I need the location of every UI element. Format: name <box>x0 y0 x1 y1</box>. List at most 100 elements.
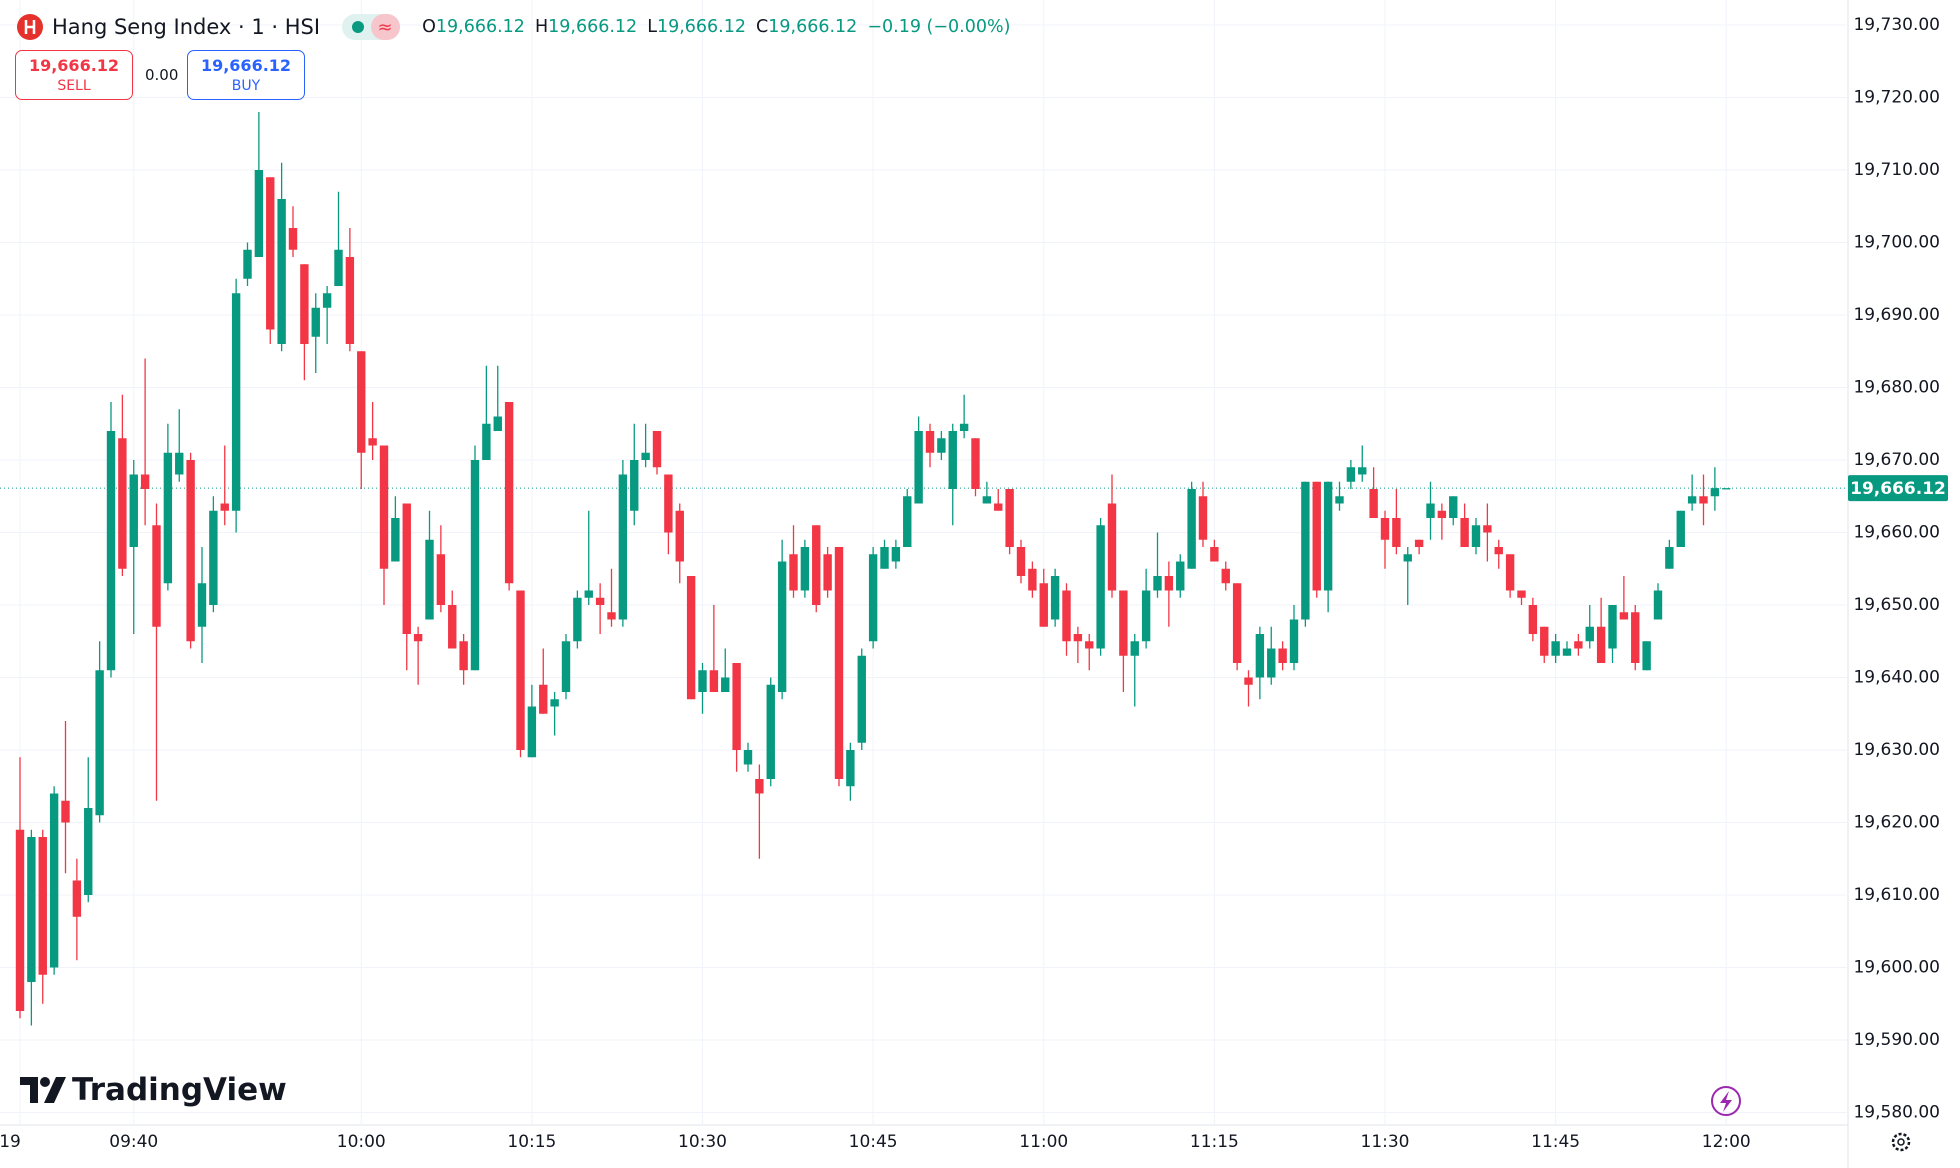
svg-text:≈: ≈ <box>378 17 393 38</box>
candle-body <box>1483 525 1492 533</box>
candle-body <box>1528 605 1538 634</box>
header: Hang Seng Index · 1 · HSI ≈ O 19,666.12 H 1… <box>16 12 1010 42</box>
candle-body <box>1358 467 1367 475</box>
candle-body <box>175 452 184 475</box>
candle-body <box>1676 510 1685 547</box>
y-tick-label: 19,630.00 <box>1853 740 1940 760</box>
candle-body <box>95 670 104 816</box>
y-tick-label: 19,590.00 <box>1853 1030 1940 1050</box>
candle-body <box>834 547 844 779</box>
candle-body <box>1153 576 1162 591</box>
status-pill[interactable]: ≈ <box>342 14 401 40</box>
candle-body <box>630 460 639 511</box>
x-tick-label: 10:30 <box>678 1132 727 1152</box>
candle-body <box>38 837 47 975</box>
ohlc-key: L <box>647 17 657 37</box>
symbol-icon <box>17 14 43 40</box>
candle-body <box>425 539 434 620</box>
last-price-box <box>1848 475 1948 502</box>
x-tick-label: 19 <box>0 1132 21 1152</box>
ohlc-key: C <box>756 17 769 37</box>
candle-body <box>1164 576 1174 591</box>
candle-body <box>584 590 593 598</box>
candle-body <box>789 554 798 591</box>
candle-body <box>595 597 605 605</box>
candle-body <box>72 880 82 917</box>
ohlc-value: 19,666.12 <box>768 17 858 37</box>
candle-body <box>231 293 241 511</box>
candle-body <box>1653 590 1663 620</box>
candle-body <box>732 663 741 750</box>
candle-body <box>140 474 150 489</box>
candle-body <box>1107 503 1117 591</box>
sell-price: 19,666.12 <box>28 56 120 75</box>
candle-body <box>1346 467 1356 482</box>
candle-body <box>1005 489 1014 547</box>
ohlc-key: O <box>422 17 436 37</box>
candle-body <box>777 561 787 692</box>
candle-body <box>812 525 821 605</box>
x-tick-label: 09:40 <box>109 1132 158 1152</box>
last-price-label: 19,666.12 <box>1850 479 1946 499</box>
ohlc-value: 19,666.12 <box>656 17 747 37</box>
candle-body <box>1130 641 1139 656</box>
replay-icon <box>1711 1086 1741 1116</box>
candle-body <box>846 750 855 787</box>
y-tick-label: 19,660.00 <box>1853 523 1940 543</box>
candle-body <box>334 249 343 286</box>
buy-label: BUY <box>231 78 261 94</box>
y-tick-label: 19,700.00 <box>1853 233 1940 253</box>
logo-text: TradingView <box>72 1072 287 1108</box>
candle-body <box>266 177 275 330</box>
buy-button[interactable]: 19,666.12 BUY <box>187 50 305 100</box>
candle-body <box>1267 648 1276 678</box>
candle-body <box>823 554 832 591</box>
candle-body <box>49 793 59 968</box>
candle-body <box>766 684 775 779</box>
x-tick-label: 10:15 <box>507 1132 556 1152</box>
candle-body <box>1596 626 1606 663</box>
candle-body <box>482 423 491 460</box>
spread: 0.00 <box>145 66 179 84</box>
candle-body <box>209 510 218 605</box>
candle-body <box>914 431 923 504</box>
candle-body <box>163 452 173 584</box>
x-tick-label: 12:00 <box>1702 1132 1751 1152</box>
candle-body <box>1540 626 1549 656</box>
logo[interactable]: TradingView <box>20 1072 287 1108</box>
candle-body <box>1085 641 1094 649</box>
candle-body <box>1699 496 1708 504</box>
candle-body <box>1608 605 1617 649</box>
candle-body <box>527 706 537 758</box>
x-tick-label: 11:00 <box>1019 1132 1068 1152</box>
y-tick-label: 19,620.00 <box>1853 813 1940 833</box>
candle-body <box>1631 612 1640 663</box>
candle-body <box>1119 590 1128 656</box>
settings-icon <box>1891 1132 1911 1152</box>
candle-body <box>322 293 332 308</box>
candle-body <box>288 228 298 250</box>
candle-body <box>618 474 628 620</box>
candle-body <box>675 510 684 562</box>
y-tick-label: 19,720.00 <box>1853 88 1940 108</box>
candle-body <box>413 634 423 642</box>
candle-body <box>1232 583 1242 663</box>
y-tick-label: 19,580.00 <box>1853 1103 1940 1123</box>
candle-body <box>1096 525 1105 649</box>
candle-body <box>118 438 127 569</box>
candle-body <box>1392 518 1401 547</box>
ohlc-key: H <box>534 17 549 37</box>
candle-body <box>641 452 650 460</box>
y-tick-label: 19,690.00 <box>1853 305 1940 325</box>
candle-body <box>1585 626 1594 642</box>
sell-button[interactable]: 19,666.12 SELL <box>15 50 133 100</box>
candle-body <box>903 496 912 547</box>
candle-body <box>368 438 377 446</box>
candle-body <box>1187 489 1196 569</box>
candle-body <box>504 402 514 584</box>
candle-body <box>1471 525 1481 547</box>
symbol-title[interactable]: Hang Seng Index · 1 · HSI <box>52 15 321 39</box>
candle-body <box>61 800 70 823</box>
candle-body <box>1574 641 1583 649</box>
y-tick-label: 19,600.00 <box>1853 958 1940 978</box>
